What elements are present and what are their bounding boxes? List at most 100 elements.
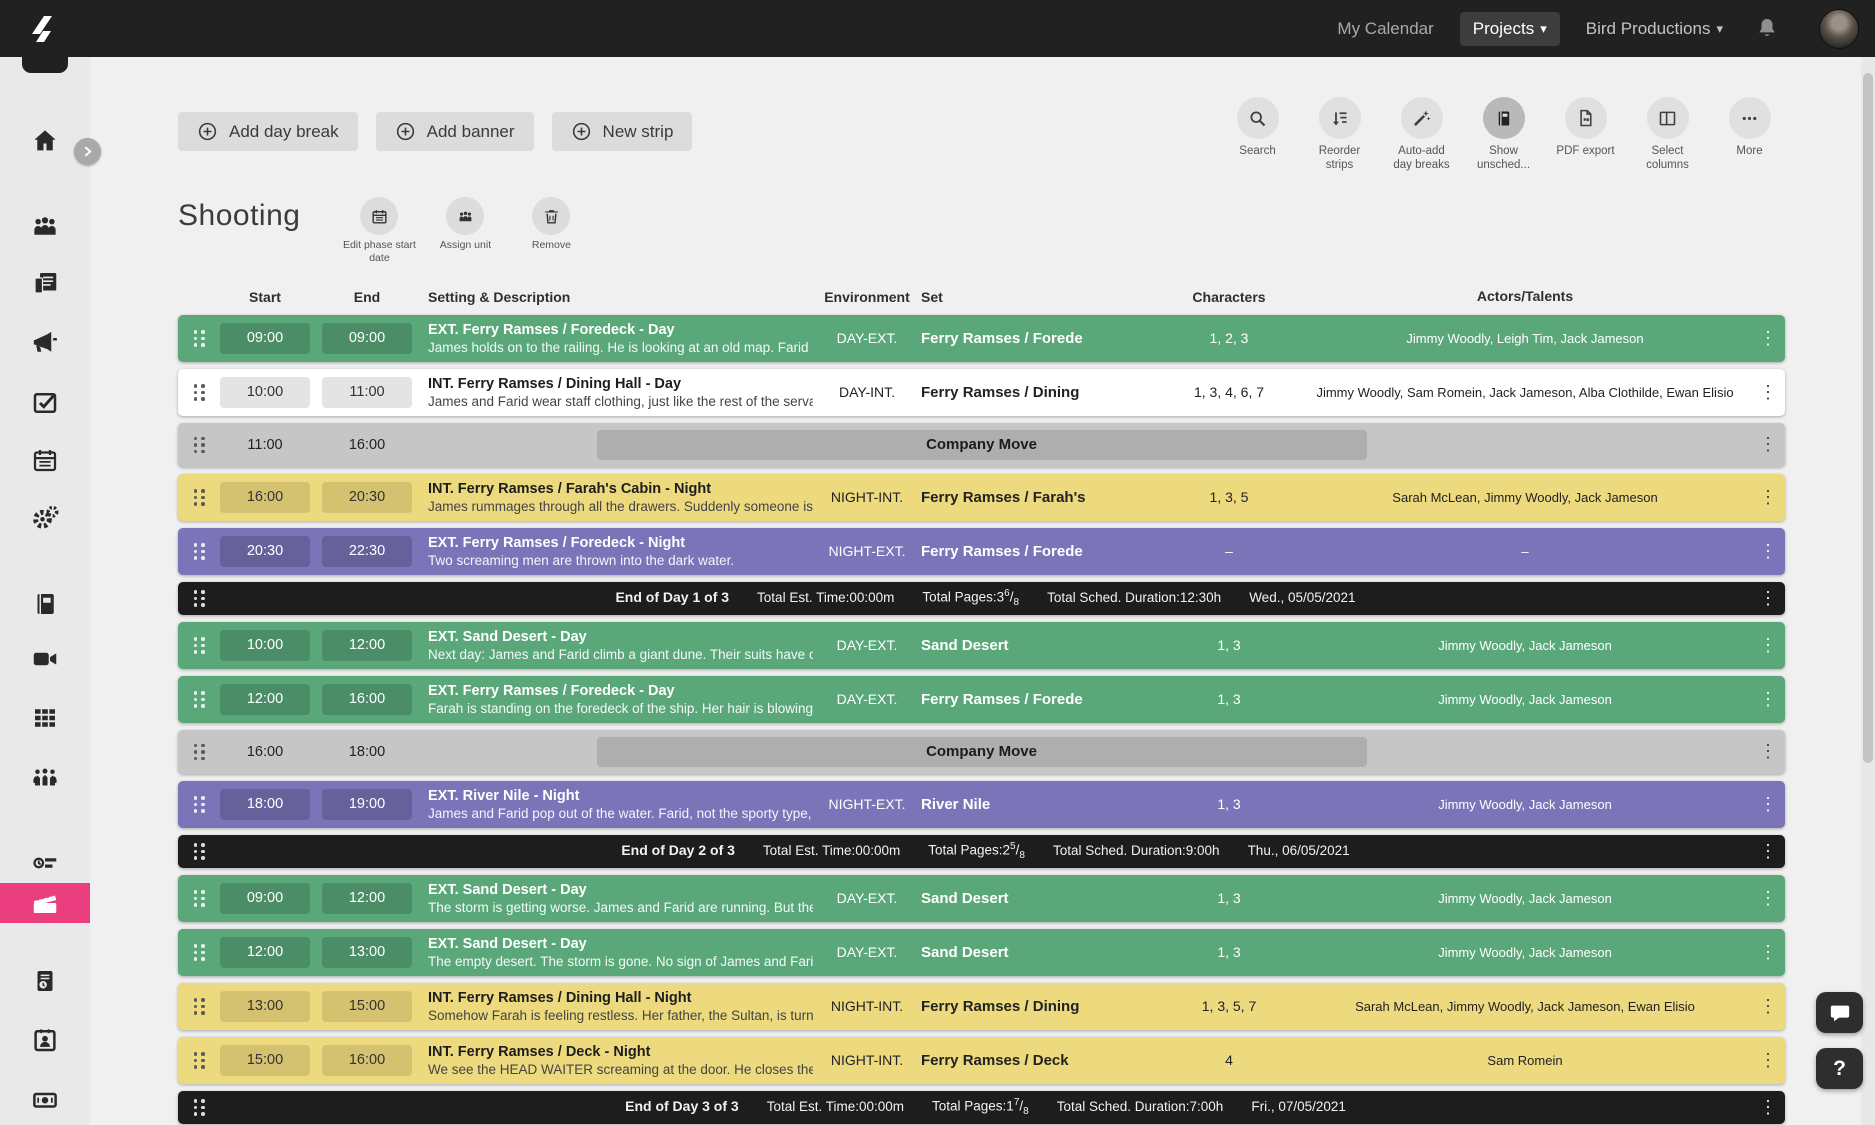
end-time-chip[interactable]: 20:30 [322, 481, 412, 513]
sidebar-item-announcements[interactable] [0, 328, 90, 358]
drag-handle[interactable] [178, 436, 220, 454]
strip-menu-kebab-icon[interactable]: ⋮ [1759, 587, 1777, 608]
tool-reorder-strips[interactable]: Reorder strips [1308, 97, 1371, 172]
drag-handle[interactable] [178, 1099, 220, 1116]
drag-handle[interactable] [178, 330, 220, 347]
nav-projects[interactable]: Projects ▾ [1459, 11, 1560, 46]
end-time-chip[interactable]: 12:00 [322, 629, 412, 661]
new-strip-button[interactable]: New strip [551, 112, 693, 151]
start-time-chip[interactable]: 18:00 [220, 788, 310, 820]
strip-menu-kebab-icon[interactable]: ⋮ [1759, 486, 1777, 507]
scene-strip[interactable]: 10:00 11:00 INT. Ferry Ramses / Dining Hal… [178, 368, 1785, 416]
start-time-chip[interactable]: 12:00 [220, 936, 310, 968]
end-time-chip[interactable]: 09:00 [322, 322, 412, 354]
add-banner-button[interactable]: Add banner [375, 112, 534, 151]
drag-handle[interactable] [178, 998, 220, 1015]
sidebar-item-storyboard[interactable] [0, 703, 90, 733]
sidebar-item-shooting-schedule[interactable] [0, 883, 90, 923]
phase-action-assign-unit[interactable]: Assign unit [428, 197, 502, 264]
nav-my-calendar[interactable]: My Calendar [1337, 18, 1434, 38]
end-time-chip[interactable]: 13:00 [322, 936, 412, 968]
column-header-actors[interactable]: Actors/Talents [1476, 288, 1574, 305]
sidebar-item-contacts[interactable] [0, 1025, 90, 1055]
start-time-chip[interactable]: 10:00 [220, 376, 310, 408]
drag-handle[interactable] [178, 843, 220, 860]
start-time-chip[interactable]: 10:00 [220, 629, 310, 661]
sidebar-item-settings[interactable] [0, 503, 90, 533]
drag-handle[interactable] [178, 1052, 220, 1069]
sidebar-item-notebook[interactable] [0, 589, 90, 619]
column-header-set[interactable]: Set [921, 288, 943, 305]
end-time-chip[interactable]: 22:30 [322, 535, 412, 567]
day-end-strip[interactable]: End of Day 1 of 3 Total Est. Time:00:00m T… [178, 581, 1785, 615]
drag-handle[interactable] [178, 489, 220, 506]
start-time-chip[interactable]: 09:00 [220, 882, 310, 914]
app-logo-icon[interactable] [22, 9, 62, 49]
scene-strip[interactable]: 10:00 12:00 EXT. Sand Desert - Day Next day… [178, 621, 1785, 669]
end-time-chip[interactable]: 16:00 [348, 436, 386, 453]
column-header-environment[interactable]: Environment [824, 288, 910, 305]
scene-strip[interactable]: 09:00 09:00 EXT. Ferry Ramses / Foredeck -… [178, 314, 1785, 362]
notifications-bell-icon[interactable] [1755, 16, 1779, 42]
sidebar-item-home[interactable] [0, 126, 90, 156]
drag-handle[interactable] [178, 590, 220, 607]
sidebar-item-crew[interactable] [0, 763, 90, 793]
user-avatar[interactable] [1819, 8, 1859, 49]
scene-strip[interactable]: 12:00 13:00 EXT. Sand Desert - Day The empt… [178, 928, 1785, 976]
scene-strip[interactable]: 13:00 15:00 INT. Ferry Ramses / Dining Hal… [178, 982, 1785, 1030]
end-time-chip[interactable]: 16:00 [322, 1044, 412, 1076]
end-time-chip[interactable]: 11:00 [322, 376, 412, 408]
scene-strip[interactable]: 12:00 16:00 EXT. Ferry Ramses / Foredeck -… [178, 675, 1785, 723]
strip-menu-kebab-icon[interactable]: ⋮ [1759, 688, 1777, 709]
end-time-chip[interactable]: 15:00 [322, 990, 412, 1022]
tool-more[interactable]: More [1718, 97, 1781, 172]
start-time-chip[interactable]: 16:00 [246, 743, 284, 760]
sidebar-collapse-tab[interactable] [22, 57, 68, 73]
column-header-setting[interactable]: Setting & Description [428, 288, 571, 305]
column-header-end[interactable]: End [353, 288, 381, 305]
start-time-chip[interactable]: 16:00 [220, 481, 310, 513]
start-time-chip[interactable]: 09:00 [220, 322, 310, 354]
nav-organization[interactable]: Bird Productions ▾ [1586, 19, 1723, 39]
strip-menu-kebab-icon[interactable]: ⋮ [1759, 941, 1777, 962]
start-time-chip[interactable]: 13:00 [220, 990, 310, 1022]
sidebar-item-calendar[interactable] [0, 445, 90, 475]
drag-handle[interactable] [178, 890, 220, 907]
strip-menu-kebab-icon[interactable]: ⋮ [1759, 1049, 1777, 1070]
sidebar-item-timeline[interactable] [0, 848, 90, 878]
end-time-chip[interactable]: 16:00 [322, 683, 412, 715]
strip-menu-kebab-icon[interactable]: ⋮ [1759, 634, 1777, 655]
scene-strip[interactable]: 15:00 16:00 INT. Ferry Ramses / Deck - Nig… [178, 1036, 1785, 1084]
day-end-strip[interactable]: End of Day 2 of 3 Total Est. Time:00:00m T… [178, 834, 1785, 868]
strip-menu-kebab-icon[interactable]: ⋮ [1759, 327, 1777, 348]
strip-menu-kebab-icon[interactable]: ⋮ [1759, 741, 1777, 762]
strip-menu-kebab-icon[interactable]: ⋮ [1759, 434, 1777, 455]
vertical-scrollbar[interactable] [1861, 57, 1875, 1125]
start-time-chip[interactable]: 12:00 [220, 683, 310, 715]
drag-handle[interactable] [178, 691, 220, 708]
scene-strip[interactable]: 09:00 12:00 EXT. Sand Desert - Day The stor… [178, 874, 1785, 922]
sidebar-item-budget[interactable] [0, 1084, 90, 1114]
start-time-chip[interactable]: 11:00 [247, 436, 283, 453]
drag-handle[interactable] [178, 743, 220, 761]
end-time-chip[interactable]: 12:00 [322, 882, 412, 914]
sidebar-item-script[interactable] [0, 268, 90, 298]
scene-strip[interactable]: 18:00 19:00 EXT. River Nile - Night James a… [178, 780, 1785, 828]
drag-handle[interactable] [178, 384, 220, 401]
column-header-characters[interactable]: Characters [1192, 288, 1266, 305]
drag-handle[interactable] [178, 637, 220, 654]
tool-show-unscheduled[interactable]: Show unsched... [1472, 97, 1535, 172]
sidebar-expand-button[interactable] [74, 138, 101, 165]
strip-menu-kebab-icon[interactable]: ⋮ [1759, 887, 1777, 908]
strip-menu-kebab-icon[interactable]: ⋮ [1759, 1096, 1777, 1117]
chat-button[interactable] [1816, 992, 1863, 1033]
strip-menu-kebab-icon[interactable]: ⋮ [1759, 540, 1777, 561]
scrollbar-thumb[interactable] [1863, 73, 1873, 763]
end-time-chip[interactable]: 19:00 [322, 788, 412, 820]
column-header-start[interactable]: Start [249, 288, 281, 305]
drag-handle[interactable] [178, 796, 220, 813]
scene-strip[interactable]: 20:30 22:30 EXT. Ferry Ramses / Foredeck -… [178, 527, 1785, 575]
day-end-strip[interactable]: End of Day 3 of 3 Total Est. Time:00:00m T… [178, 1090, 1785, 1124]
tool-search[interactable]: Search [1226, 97, 1289, 172]
drag-handle[interactable] [178, 944, 220, 961]
